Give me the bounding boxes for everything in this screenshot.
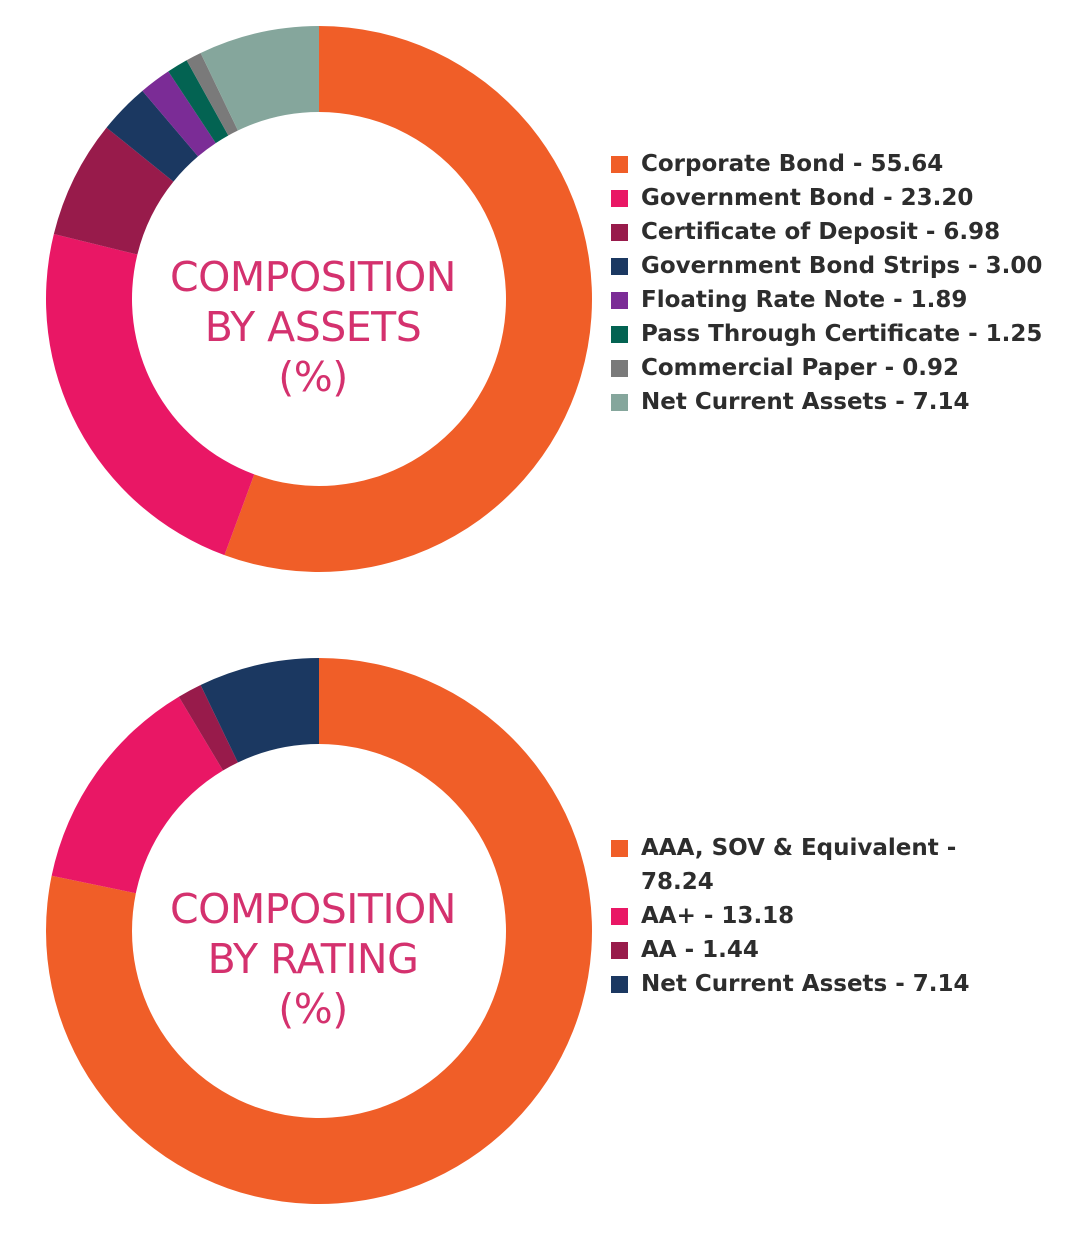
rating-center-title: COMPOSITION BY RATING (%) xyxy=(133,884,493,1034)
legend-swatch xyxy=(611,326,628,343)
legend-label: Government Bond - 23.20 xyxy=(641,185,974,211)
rating-title-line-2: BY RATING xyxy=(207,935,419,984)
donut-slice-net-current-assets xyxy=(200,26,319,131)
legend-label: Certificate of Deposit - 6.98 xyxy=(641,219,1001,245)
legend-label: AAA, SOV & Equivalent - 78.24 xyxy=(641,835,957,895)
rating-title-line-1: COMPOSITION xyxy=(170,885,456,933)
legend-item-commercial-paper: Commercial Paper - 0.92 xyxy=(611,351,1042,385)
assets-center-title: COMPOSITION BY ASSETS (%) xyxy=(133,252,493,402)
legend-item-floating-rate-note: Floating Rate Note - 1.89 xyxy=(611,283,1042,317)
legend-swatch xyxy=(611,840,628,857)
donut-slice-commercial-paper xyxy=(186,53,238,136)
assets-chart-panel: COMPOSITION BY ASSETS (%) Corporate Bond… xyxy=(0,0,1066,600)
donut-slice-corporate-bond xyxy=(224,25,593,573)
donut-slice-pass-through-certificate xyxy=(168,60,229,144)
donut-slice-certificate-of-deposit xyxy=(53,127,174,255)
assets-donut-chart xyxy=(46,25,593,573)
assets-title-line-1: COMPOSITION xyxy=(170,253,456,301)
donut-slice-aa xyxy=(178,685,238,771)
legend-swatch xyxy=(611,976,628,993)
legend-swatch xyxy=(611,224,628,241)
donut-slice-floating-rate-note xyxy=(142,71,216,157)
assets-title-line-3: (%) xyxy=(278,353,348,402)
legend-label: Net Current Assets - 7.14 xyxy=(641,389,970,415)
legend-swatch xyxy=(611,942,628,959)
rating-legend: AAA, SOV & Equivalent - 78.24 AA+ - 13.1… xyxy=(611,831,986,1001)
legend-label: Government Bond Strips - 3.00 xyxy=(641,253,1043,279)
legend-swatch xyxy=(611,156,628,173)
legend-item-government-bond-strips: Government Bond Strips - 3.00 xyxy=(611,249,1042,283)
rating-chart-panel: COMPOSITION BY RATING (%) AAA, SOV & Equ… xyxy=(0,630,1066,1233)
legend-item-certificate-of-deposit: Certificate of Deposit - 6.98 xyxy=(611,215,1042,249)
legend-item-government-bond: Government Bond - 23.20 xyxy=(611,181,1042,215)
legend-swatch xyxy=(611,360,628,377)
donut-slice-aa-plus xyxy=(51,696,224,894)
assets-title-line-2: BY ASSETS xyxy=(204,303,422,352)
legend-label: Floating Rate Note - 1.89 xyxy=(641,287,968,313)
legend-swatch xyxy=(611,394,628,411)
donut-slice-government-bond-strips xyxy=(106,90,199,182)
legend-swatch xyxy=(611,258,628,275)
legend-swatch xyxy=(611,908,628,925)
rating-title-line-3: (%) xyxy=(278,985,348,1034)
legend-label: Corporate Bond - 55.64 xyxy=(641,151,944,177)
donut-slice-aaa-sov-equivalent xyxy=(46,658,592,1204)
assets-legend: Corporate Bond - 55.64 Government Bond -… xyxy=(611,147,1042,419)
rating-donut-chart xyxy=(46,658,592,1204)
legend-item-aa: AA - 1.44 xyxy=(611,933,986,967)
legend-item-corporate-bond: Corporate Bond - 55.64 xyxy=(611,147,1042,181)
donut-slice-net-current-assets xyxy=(200,658,319,763)
legend-swatch xyxy=(611,190,628,207)
legend-label: Commercial Paper - 0.92 xyxy=(641,355,959,381)
legend-label: Net Current Assets - 7.14 xyxy=(641,971,970,997)
legend-label: AA+ - 13.18 xyxy=(641,903,795,929)
legend-swatch xyxy=(611,292,628,309)
legend-label: Pass Through Certificate - 1.25 xyxy=(641,321,1043,347)
legend-item-pass-through-certificate: Pass Through Certificate - 1.25 xyxy=(611,317,1042,351)
legend-item-aa-plus: AA+ - 13.18 xyxy=(611,899,986,933)
donut-slice-government-bond xyxy=(46,234,255,556)
legend-item-net-current-assets: Net Current Assets - 7.14 xyxy=(611,967,986,1001)
legend-item-aaa-sov-equivalent: AAA, SOV & Equivalent - 78.24 xyxy=(611,831,986,899)
legend-label: AA - 1.44 xyxy=(641,937,759,963)
legend-item-net-current-assets: Net Current Assets - 7.14 xyxy=(611,385,1042,419)
